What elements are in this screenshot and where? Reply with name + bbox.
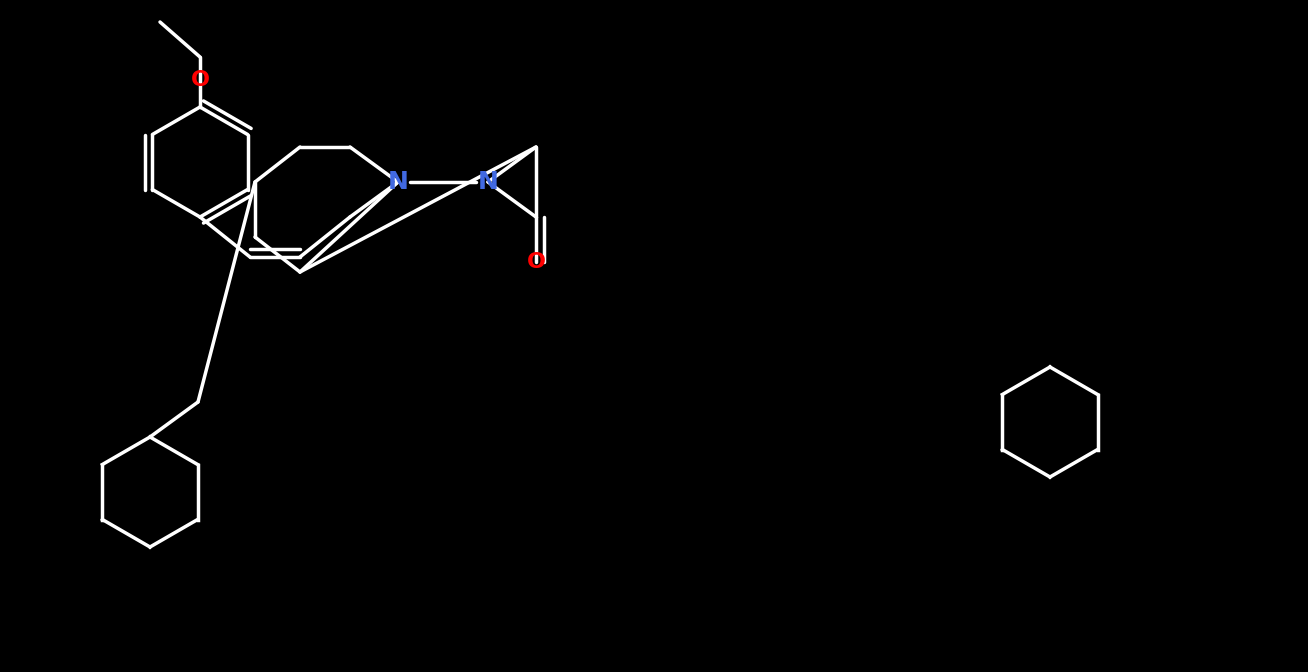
Text: N: N xyxy=(477,170,498,194)
Text: O: O xyxy=(527,252,545,272)
Text: N: N xyxy=(387,170,408,194)
Text: O: O xyxy=(191,70,209,90)
